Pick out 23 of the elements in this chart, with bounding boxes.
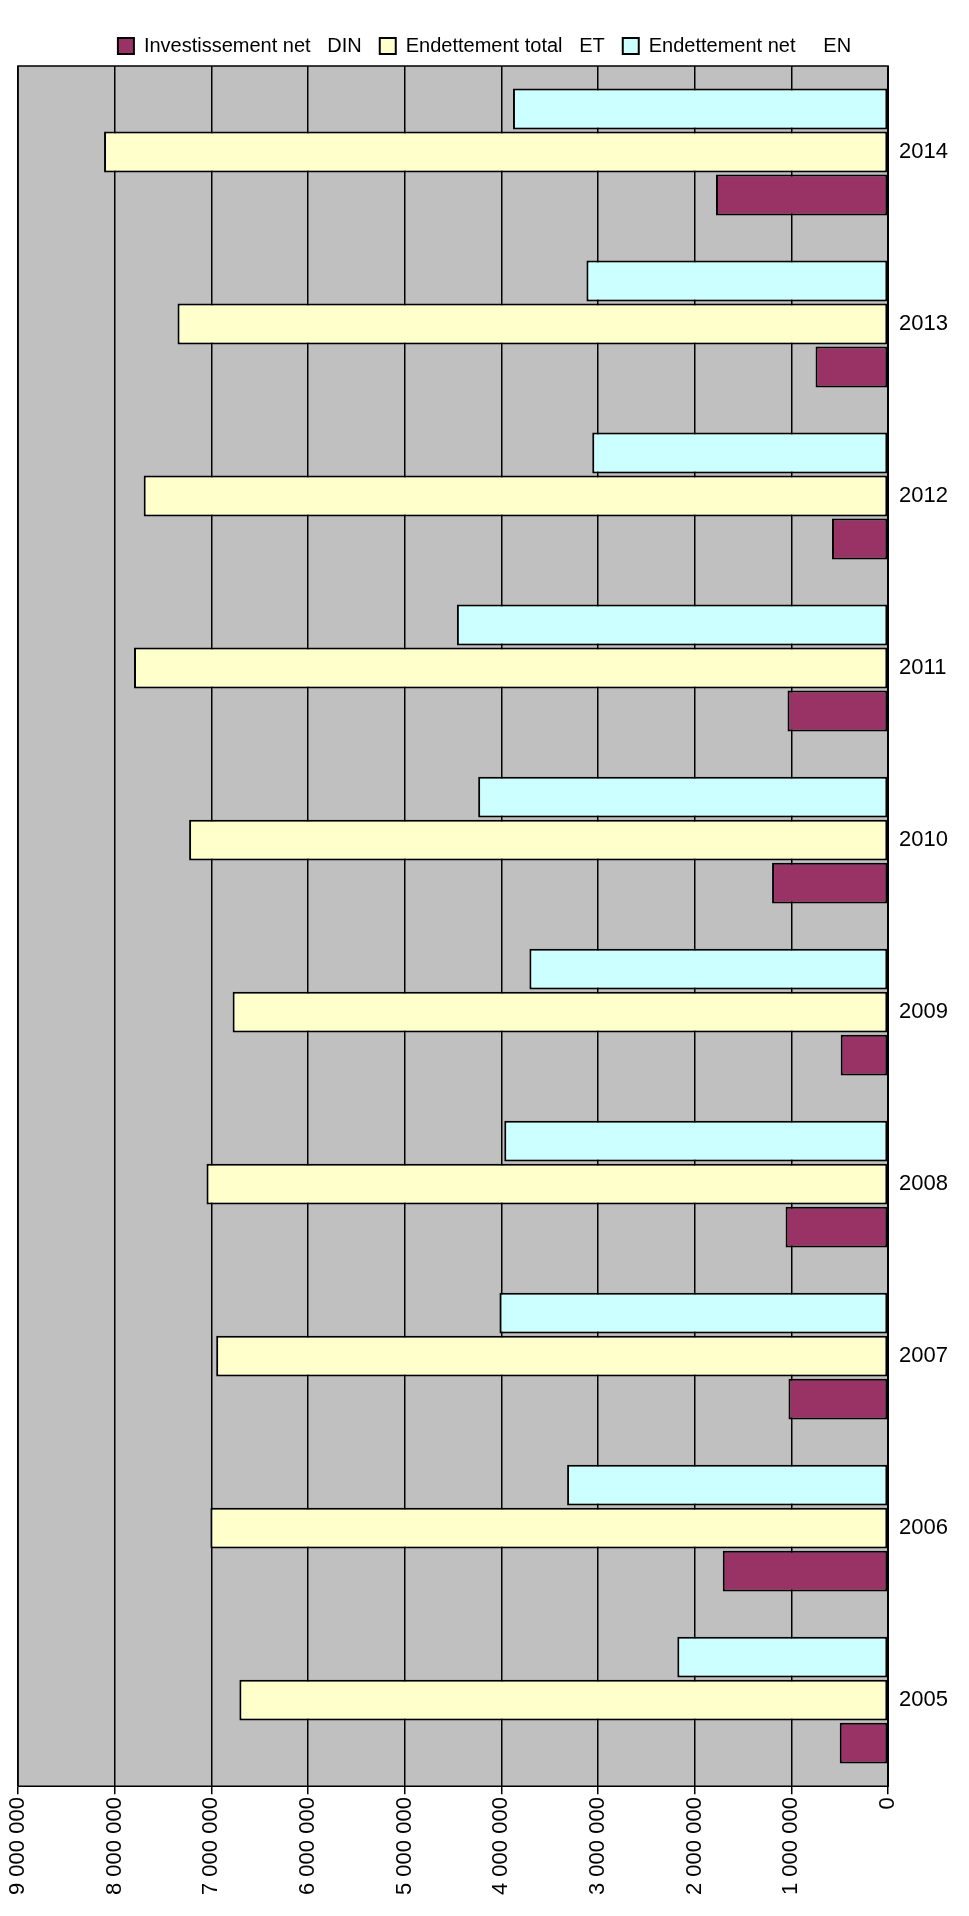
y-tick-label: 2007 bbox=[899, 1342, 949, 1368]
x-tick-label: 9 000 000 bbox=[4, 1797, 30, 1895]
y-tick-label: 2014 bbox=[899, 138, 949, 164]
legend-label: Endettement total ET bbox=[405, 33, 605, 56]
y-tick-label: 2010 bbox=[899, 826, 949, 852]
y-tick-label: 2008 bbox=[899, 1170, 949, 1196]
x-tick-label: 1 000 000 bbox=[777, 1797, 803, 1895]
x-tick-label: 0 bbox=[874, 1797, 900, 1810]
x-tick-label: 4 000 000 bbox=[487, 1797, 513, 1895]
y-tick-label: 2005 bbox=[899, 1686, 949, 1712]
x-tick-label: 6 000 000 bbox=[294, 1797, 320, 1895]
legend-label: Endettement net EN bbox=[648, 33, 852, 56]
y-tick-label: 2011 bbox=[899, 654, 947, 680]
x-tick-label: 3 000 000 bbox=[584, 1797, 610, 1895]
y-tick-label: 2012 bbox=[899, 482, 949, 508]
legend-label: Investissement net DIN bbox=[143, 33, 362, 56]
y-tick-label: 2006 bbox=[899, 1514, 949, 1540]
x-tick-label: 2 000 000 bbox=[680, 1797, 706, 1895]
y-tick-label: 2013 bbox=[899, 310, 949, 336]
x-tick-label: 5 000 000 bbox=[390, 1797, 416, 1895]
x-tick-label: 8 000 000 bbox=[100, 1797, 126, 1895]
x-tick-label: 7 000 000 bbox=[197, 1797, 223, 1895]
y-tick-label: 2009 bbox=[899, 998, 949, 1024]
